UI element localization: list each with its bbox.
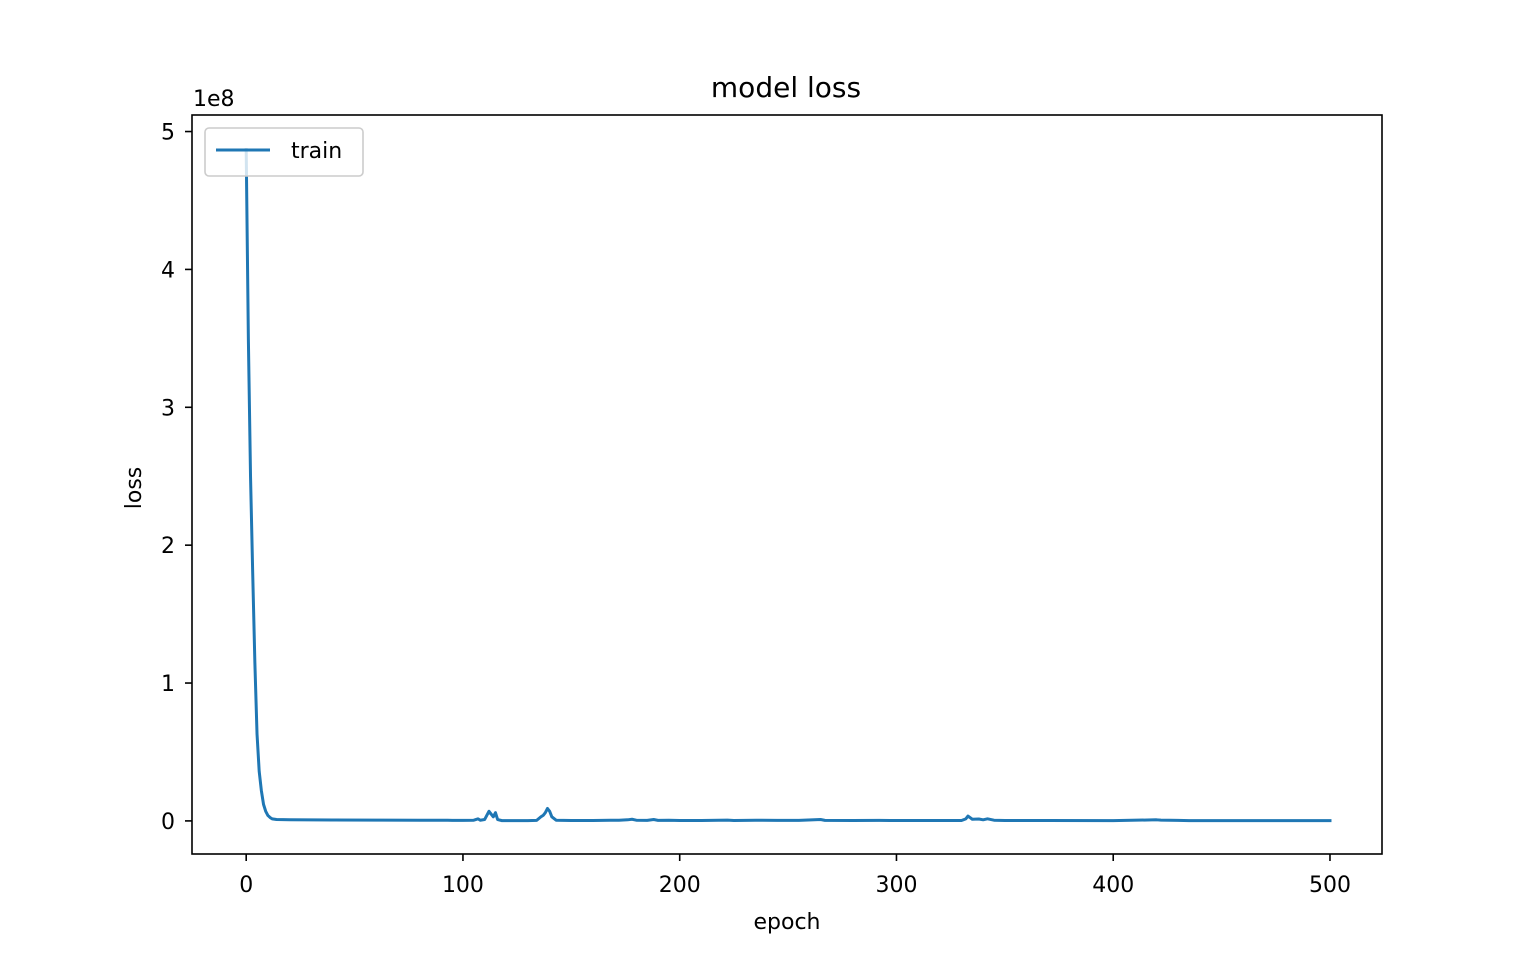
x-axis-label: epoch [754,910,821,935]
x-tick-label: 400 [1092,873,1134,898]
y-tick-label: 5 [161,121,175,146]
x-ticks: 0 100 200 300 400 500 [239,854,1351,898]
y-ticks: 0 1 2 3 4 5 [161,121,192,835]
y-offset-label: 1e8 [193,87,235,112]
y-tick-label: 1 [161,672,175,697]
series-line-train [244,147,1332,823]
y-tick-label: 0 [161,810,175,835]
chart-title: model loss [711,71,861,104]
legend: train [204,127,364,177]
x-tick-label: 0 [239,873,253,898]
x-tick-label: 500 [1309,873,1351,898]
y-tick-label: 3 [161,396,175,421]
legend-label-train: train [291,139,342,164]
legend-box [204,127,364,177]
y-tick-label: 2 [161,534,175,559]
y-tick-label: 4 [161,258,175,283]
y-axis-label: loss [122,467,147,510]
plot-frame [191,114,1383,855]
plot-lines [244,147,1332,823]
x-tick-label: 200 [659,873,701,898]
x-tick-label: 300 [875,873,917,898]
x-tick-label: 100 [442,873,484,898]
